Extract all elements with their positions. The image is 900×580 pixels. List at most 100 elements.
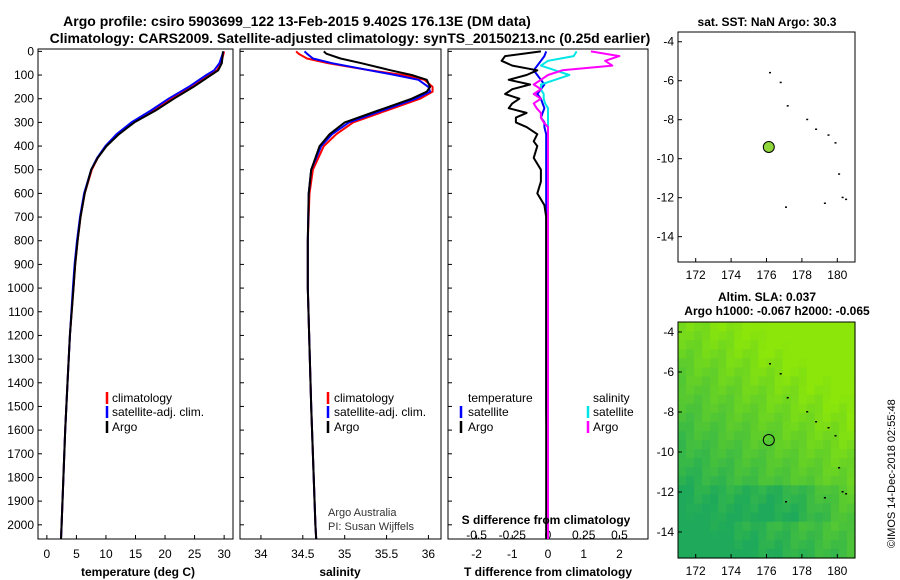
sla-cell xyxy=(806,385,816,396)
sla-cell xyxy=(822,367,832,378)
map-x-tick-label: 172 xyxy=(686,268,706,282)
legend-satellite: satellite-adj. clim. xyxy=(112,405,204,419)
depth-tick-label: 200 xyxy=(14,92,34,106)
sla-cell xyxy=(782,467,792,477)
sla-cell xyxy=(678,358,687,368)
sla-cell xyxy=(686,530,695,541)
sla-cell xyxy=(766,503,776,514)
sla-cell xyxy=(694,322,703,332)
sla-cell xyxy=(790,403,800,414)
sla-cell xyxy=(790,503,800,514)
depth-tick-label: 1900 xyxy=(7,494,34,508)
sla-cell xyxy=(774,476,784,486)
salinity-xlabel: salinity xyxy=(319,565,361,579)
sla-cell xyxy=(702,349,711,359)
sla-cell xyxy=(710,322,719,332)
sla-cell xyxy=(726,539,735,550)
sdiff-xlabel: S difference from climatology xyxy=(462,513,631,527)
salinity-panel xyxy=(239,48,442,540)
sla-cell xyxy=(686,512,695,523)
sla-cell xyxy=(694,440,703,450)
series-climatology xyxy=(295,50,434,540)
map-x-tick-label: 178 xyxy=(792,564,812,578)
sal-legend-argo: Argo xyxy=(334,420,360,434)
depth-tick-label: 1300 xyxy=(7,352,34,366)
depth-tick-label: 700 xyxy=(14,210,34,224)
sla-cell xyxy=(702,458,711,468)
sla-cell xyxy=(774,458,784,468)
sla-cell xyxy=(678,367,687,378)
sla-cell xyxy=(726,449,735,459)
sla-cell xyxy=(710,367,719,378)
sla-cell xyxy=(718,539,727,550)
sla-cell xyxy=(798,458,808,468)
sla-cell xyxy=(726,367,735,378)
sla-cell xyxy=(766,349,776,359)
sla-cell xyxy=(814,449,824,459)
map-y-tick-label: -4 xyxy=(663,35,674,49)
sla-cell xyxy=(678,403,687,414)
sla-cell xyxy=(806,322,816,332)
sla-cell xyxy=(718,458,727,468)
sla-cell xyxy=(766,449,776,459)
island xyxy=(815,128,818,130)
sla-cell xyxy=(798,367,808,378)
sla-cell xyxy=(718,512,727,523)
sla-cell xyxy=(678,503,687,514)
sla-cell xyxy=(806,449,816,459)
sla-cell xyxy=(686,367,695,378)
sla-cell xyxy=(838,421,848,432)
sla-cell xyxy=(710,494,719,505)
sla-cell xyxy=(750,467,760,477)
sla-cell xyxy=(678,521,687,532)
sla-cell xyxy=(806,331,816,341)
sla-cell xyxy=(798,548,808,559)
sla-cell xyxy=(734,340,743,350)
sla-cell xyxy=(798,494,808,505)
sla-cell xyxy=(798,340,808,350)
sla-cell xyxy=(766,367,776,378)
sla-cell xyxy=(846,503,856,514)
map-y-tick-label: -14 xyxy=(657,525,675,539)
sla-cell xyxy=(766,458,776,468)
sla-cell xyxy=(774,421,784,432)
sla-cell xyxy=(822,503,832,514)
salinity-chart: 34 34.5 35 35.5 36 xyxy=(254,50,435,561)
sla-cell xyxy=(838,512,848,523)
sla-cell xyxy=(766,322,776,332)
sla-cell xyxy=(766,476,776,486)
s-tick-label: -0.5 xyxy=(466,528,487,542)
sla-cell xyxy=(678,530,687,541)
sla-cell xyxy=(814,467,824,477)
sla-cell xyxy=(702,394,711,405)
sla-cell xyxy=(694,476,703,486)
sla-cell xyxy=(734,458,743,468)
sla-cell xyxy=(838,412,848,423)
temperature-xlabel: temperature (deg C) xyxy=(81,565,195,579)
sla-cell xyxy=(734,467,743,477)
map-y-tick-label: -6 xyxy=(663,365,674,379)
sla-cell xyxy=(718,503,727,514)
sla-cell xyxy=(710,403,719,414)
sla-cell xyxy=(702,421,711,432)
sla-cell xyxy=(702,485,711,496)
sla-cell xyxy=(822,548,832,559)
sla-cell xyxy=(758,322,768,332)
x-tick-label: 35 xyxy=(338,547,352,561)
island xyxy=(806,118,809,121)
sla-cell xyxy=(766,521,776,532)
island xyxy=(786,397,789,399)
sla-cell xyxy=(694,340,703,350)
sla-cell xyxy=(718,394,727,405)
sla-cell xyxy=(798,412,808,423)
sla-cell xyxy=(814,358,824,368)
sla-cell xyxy=(846,349,856,359)
sla-cell xyxy=(798,485,808,496)
sla-cell xyxy=(806,412,816,423)
x-tick-label: 30 xyxy=(217,547,231,561)
sla-cell xyxy=(718,548,727,559)
sla-cell xyxy=(822,476,832,486)
sla-cell xyxy=(774,403,784,414)
sla-cell xyxy=(718,440,727,450)
